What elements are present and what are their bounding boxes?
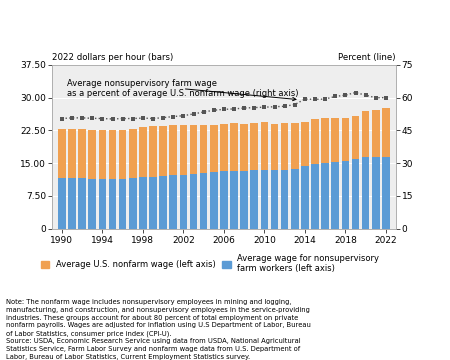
Bar xyxy=(190,125,197,229)
Bar xyxy=(210,125,217,229)
Bar xyxy=(99,130,106,229)
Bar xyxy=(89,130,96,229)
Bar xyxy=(109,130,116,229)
Bar xyxy=(230,171,238,229)
Bar xyxy=(291,169,298,229)
Text: Percent (line): Percent (line) xyxy=(338,53,396,62)
Bar xyxy=(301,166,309,229)
Bar xyxy=(362,111,369,229)
Bar xyxy=(281,123,288,229)
Bar xyxy=(291,123,298,229)
Bar xyxy=(149,177,157,229)
Bar xyxy=(240,124,248,229)
Bar xyxy=(99,179,106,229)
Bar xyxy=(119,130,126,229)
Text: workers, 1990–2022: workers, 1990–2022 xyxy=(6,38,139,51)
Bar xyxy=(170,125,177,229)
Bar xyxy=(200,173,207,229)
Bar xyxy=(159,126,167,229)
Bar xyxy=(139,127,147,229)
Bar xyxy=(342,161,349,229)
Bar xyxy=(149,126,157,229)
Text: Average nonsupervisory farm wage
as a percent of average U.S. nonfarm wage (righ: Average nonsupervisory farm wage as a pe… xyxy=(67,79,298,101)
Bar xyxy=(139,177,147,229)
Bar xyxy=(58,129,66,229)
Bar xyxy=(332,162,339,229)
Bar xyxy=(240,171,248,229)
Bar xyxy=(251,170,258,229)
Bar xyxy=(281,170,288,229)
Bar xyxy=(210,172,217,229)
Bar xyxy=(220,171,228,229)
Bar xyxy=(129,178,136,229)
Bar xyxy=(129,129,136,229)
Bar xyxy=(68,130,76,229)
Bar xyxy=(109,179,116,229)
Bar xyxy=(271,124,278,229)
Text: Real wages for U.S. nonsupervisory farm and nonfarm: Real wages for U.S. nonsupervisory farm … xyxy=(6,15,367,29)
Bar xyxy=(200,125,207,229)
Bar xyxy=(159,176,167,229)
Bar xyxy=(261,170,268,229)
Bar xyxy=(362,157,369,229)
Bar xyxy=(261,122,268,229)
Bar xyxy=(372,157,379,229)
Bar xyxy=(382,108,390,229)
Bar xyxy=(321,163,329,229)
Bar xyxy=(180,125,187,229)
Bar xyxy=(68,178,76,229)
Bar xyxy=(230,123,238,229)
Bar xyxy=(321,118,329,229)
Bar xyxy=(342,118,349,229)
Bar xyxy=(170,175,177,229)
Bar xyxy=(119,179,126,229)
Bar xyxy=(220,124,228,229)
Bar xyxy=(58,178,66,229)
Bar xyxy=(251,123,258,229)
Bar xyxy=(89,179,96,229)
Bar xyxy=(271,170,278,229)
Text: Note: The nonfarm wage includes nonsupervisory employees in mining and logging,
: Note: The nonfarm wage includes nonsuper… xyxy=(6,299,310,360)
Bar xyxy=(301,122,309,229)
Bar xyxy=(78,178,86,229)
Bar xyxy=(78,130,86,229)
Bar xyxy=(180,175,187,229)
Bar xyxy=(311,164,319,229)
Bar xyxy=(190,174,197,229)
Bar xyxy=(332,118,339,229)
Legend: Average U.S. nonfarm wage (left axis), Average wage for nonsupervisory
farm work: Average U.S. nonfarm wage (left axis), A… xyxy=(41,254,379,274)
Bar xyxy=(352,159,359,229)
Text: 2022 dollars per hour (bars): 2022 dollars per hour (bars) xyxy=(52,53,173,62)
Bar xyxy=(372,110,379,229)
Bar xyxy=(382,157,390,229)
Bar xyxy=(311,120,319,229)
Bar xyxy=(352,116,359,229)
